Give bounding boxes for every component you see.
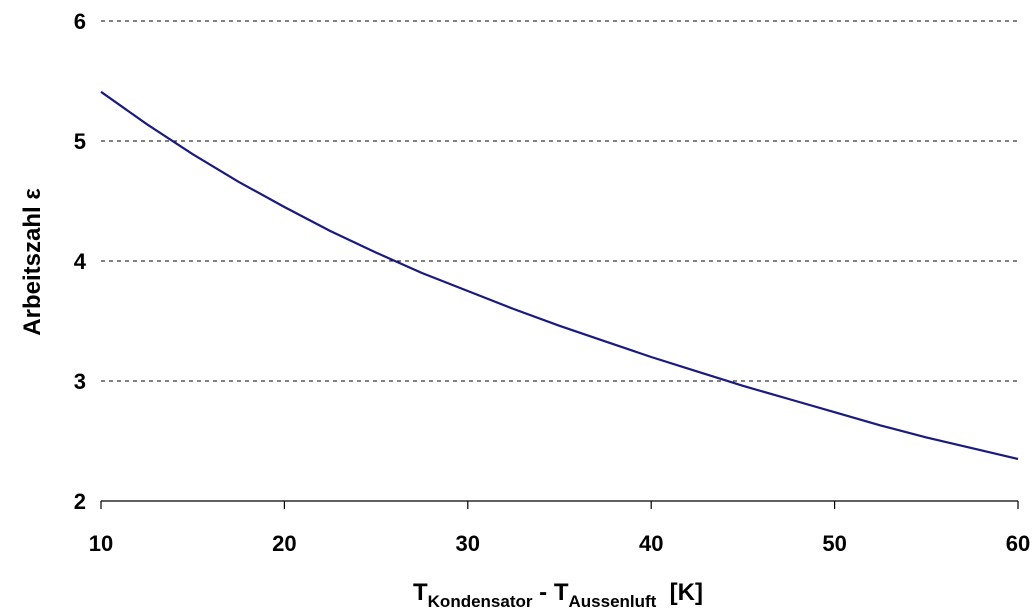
y-axis-label: Arbeitszahl ε <box>19 188 46 335</box>
axes <box>100 500 1019 509</box>
x-tick-label-60: 60 <box>1006 531 1030 556</box>
y-tick-label-5: 5 <box>74 129 86 154</box>
x-axis-label-main-2: T <box>554 579 569 606</box>
x-tick-label-50: 50 <box>822 531 846 556</box>
y-tick-label-3: 3 <box>74 369 86 394</box>
y-tick-label-4: 4 <box>74 249 87 274</box>
x-tick-label-30: 30 <box>456 531 480 556</box>
y-tick-label-6: 6 <box>74 9 86 34</box>
y-tick-label-2: 2 <box>74 489 86 514</box>
x-tick-label-10: 10 <box>89 531 113 556</box>
x-axis-label: TKondensator - TAussenluft [K] <box>413 579 703 610</box>
x-tick-labels: 10 20 30 40 50 60 <box>89 531 1030 556</box>
series-line-0 <box>100 90 1019 461</box>
x-axis-label-sub-2: Aussenluft <box>569 592 657 610</box>
x-tick-label-20: 20 <box>272 531 296 556</box>
x-axis-label-unit: [K] <box>656 579 703 606</box>
y-tick-labels: 2 3 4 5 6 <box>74 9 87 514</box>
x-axis-label-sub-1: Kondensator <box>428 592 533 610</box>
x-axis-label-separator: - <box>533 579 554 606</box>
x-tick-label-40: 40 <box>639 531 663 556</box>
grid-lines <box>101 20 1018 382</box>
series-group <box>100 90 1019 461</box>
x-axis-label-main-1: T <box>413 579 428 606</box>
